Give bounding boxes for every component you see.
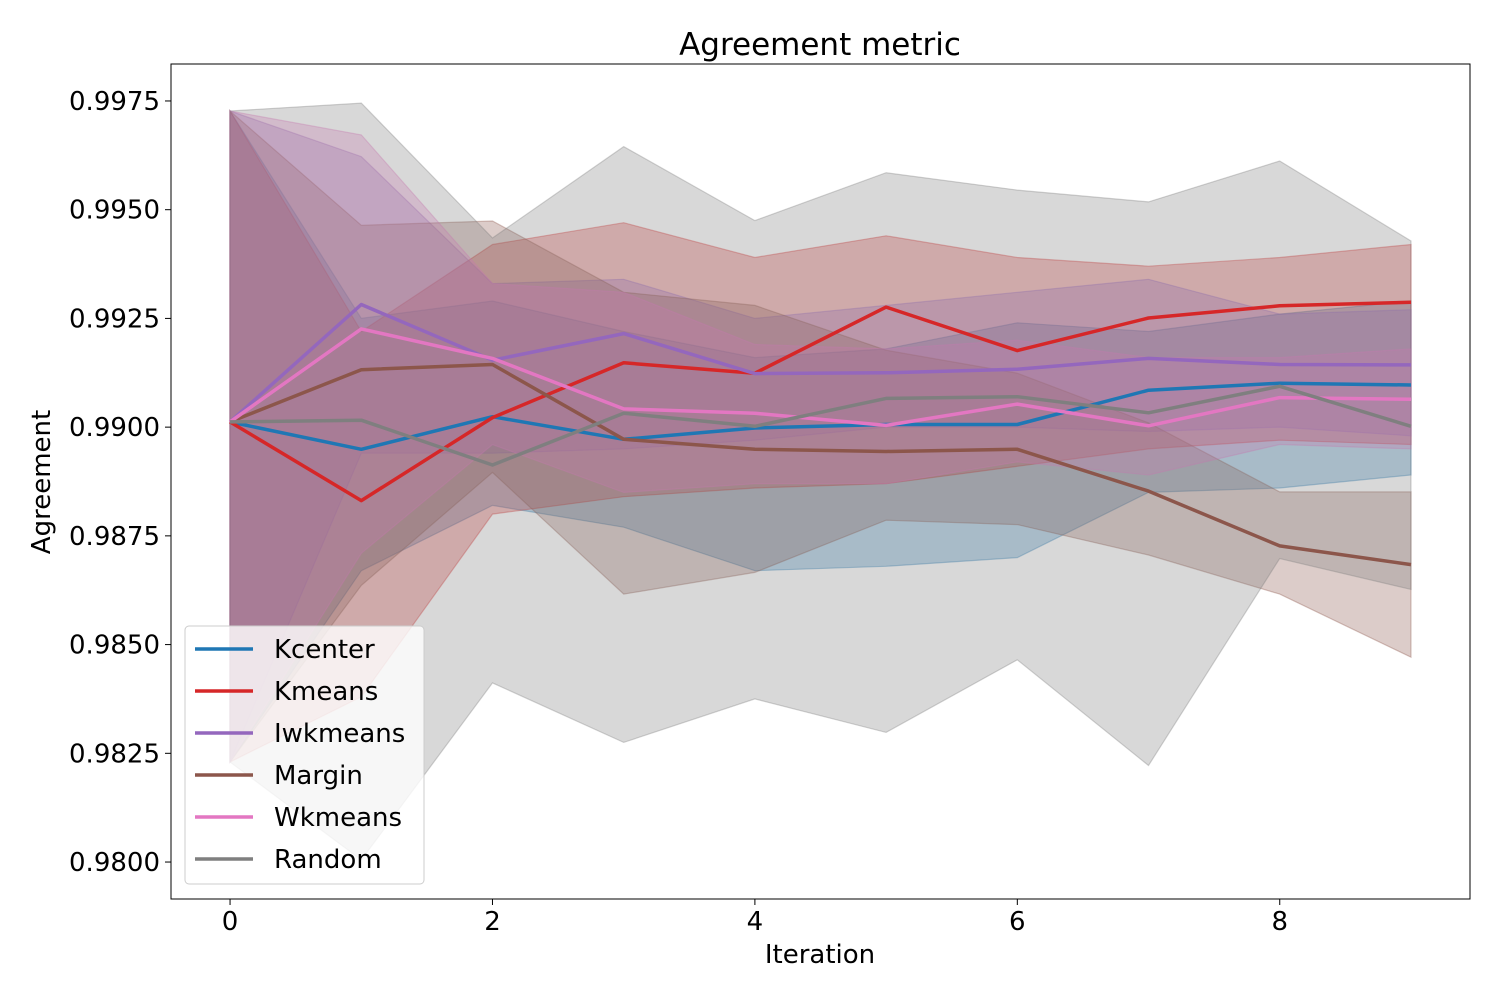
y-tick-label: 0.9875 [69,522,160,552]
band-margin [229,109,1412,764]
line-margin [229,362,1412,567]
y-tick-label: 0.9950 [69,196,160,226]
band-random [229,102,1412,861]
x-tick-label: 2 [484,907,501,937]
legend-label-wkmeans: Wkmeans [274,803,402,833]
y-axis-ticks: 0.9800 0.9825 0.9850 0.9875 0.9900 0.9925 0.99… [69,87,171,878]
legend-label-margin: Margin [274,761,363,791]
x-tick-label: 4 [747,907,764,937]
chart-title: Agreement metric [679,27,961,63]
line-iwkmeans [228,302,1412,424]
y-tick-label: 0.9825 [69,739,160,769]
band-wkmeans [229,110,1412,765]
y-tick-label: 0.9850 [69,631,160,661]
band-iwkmeans [229,110,1412,763]
plot-area-frame [170,63,1471,900]
x-tick-label: 8 [1271,907,1288,937]
line-kcenter [229,381,1412,452]
line-random [229,384,1412,467]
band-kmeans [229,108,1412,763]
series-lines [228,300,1412,567]
legend-label-iwkmeans: Iwkmeans [274,719,405,749]
y-axis-label: Agreement [27,410,57,554]
legend-label-kcenter: Kcenter [274,635,375,665]
x-tick-label: 6 [1009,907,1026,937]
x-axis-ticks: 0 2 4 6 8 [222,899,1288,937]
y-tick-label: 0.9900 [69,413,160,443]
band-kcenter [229,108,1412,764]
y-tick-label: 0.9975 [69,87,160,117]
x-tick-label: 0 [222,907,239,937]
confidence-bands [229,102,1412,861]
y-tick-label: 0.9800 [69,848,160,878]
legend-label-kmeans: Kmeans [274,677,378,707]
legend-label-random: Random [274,845,382,875]
line-kmeans [229,300,1412,503]
line-wkmeans [228,327,1412,428]
legend: Kcenter Kmeans Iwkmeans Margin Wkmeans Random [184,625,425,885]
y-tick-label: 0.9925 [69,304,160,334]
x-axis-label: Iteration [765,940,875,970]
